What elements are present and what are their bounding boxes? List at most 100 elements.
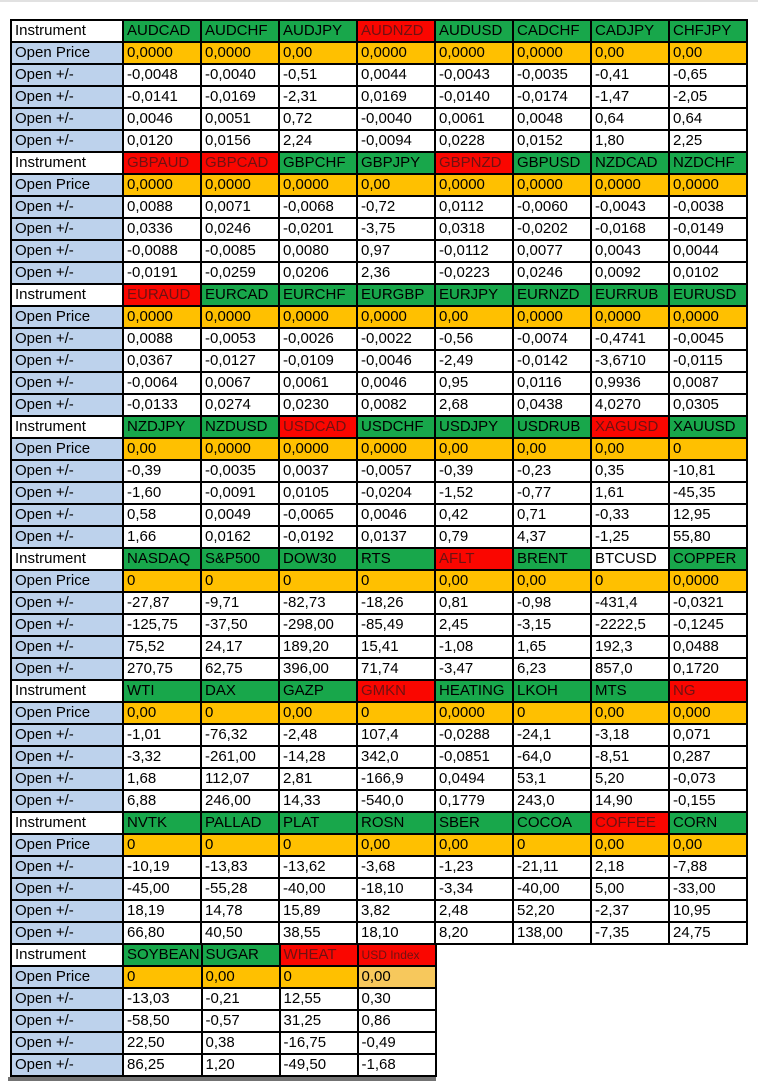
open-change-cell[interactable]: 2,25 — [668, 129, 748, 153]
open-change-cell[interactable]: -64,0 — [512, 745, 592, 769]
open-price-cell[interactable]: 0,00 — [668, 833, 748, 857]
row-label-open-change[interactable]: Open +/- — [10, 921, 124, 945]
open-change-cell[interactable]: -0,0038 — [668, 195, 748, 219]
open-change-cell[interactable]: 0,0043 — [590, 239, 670, 263]
open-change-cell[interactable]: 396,00 — [278, 657, 358, 681]
row-label-open-price[interactable]: Open Price — [10, 569, 124, 593]
open-change-cell[interactable]: 0,0082 — [356, 393, 436, 417]
instrument-header-cell[interactable]: NZDJPY — [122, 415, 202, 439]
open-change-cell[interactable]: 0,0116 — [512, 371, 592, 395]
row-label-open-change[interactable]: Open +/- — [10, 85, 124, 109]
open-price-cell[interactable]: 0,0000 — [200, 305, 280, 329]
open-change-cell[interactable]: -0,51 — [278, 63, 358, 87]
open-change-cell[interactable]: -0,0035 — [512, 63, 592, 87]
instrument-header-cell[interactable]: EURNZD — [512, 283, 592, 307]
open-change-cell[interactable]: -0,57 — [200, 1009, 281, 1033]
open-change-cell[interactable]: -298,00 — [278, 613, 358, 637]
open-change-cell[interactable]: -0,0321 — [668, 591, 748, 615]
open-change-cell[interactable]: -3,75 — [356, 217, 436, 241]
instrument-header-cell[interactable]: NZDUSD — [200, 415, 280, 439]
open-price-cell[interactable]: 0,00 — [122, 701, 202, 725]
open-change-cell[interactable]: -0,0094 — [356, 129, 436, 153]
open-price-cell[interactable]: 0,0000 — [356, 41, 436, 65]
instrument-header-cell[interactable]: CADJPY — [590, 19, 670, 43]
open-change-cell[interactable]: -2,05 — [668, 85, 748, 109]
open-price-cell[interactable]: 0 — [590, 569, 670, 593]
open-change-cell[interactable]: -0,4741 — [590, 327, 670, 351]
open-change-cell[interactable]: -0,0115 — [668, 349, 748, 373]
instrument-header-cell[interactable]: HEATING — [434, 679, 514, 703]
open-change-cell[interactable]: -0,65 — [668, 63, 748, 87]
open-change-cell[interactable]: 6,23 — [512, 657, 592, 681]
open-change-cell[interactable]: 0,0206 — [278, 261, 358, 285]
open-change-cell[interactable]: -540,0 — [356, 789, 436, 813]
open-change-cell[interactable]: 4,0270 — [590, 393, 670, 417]
open-change-cell[interactable]: -18,10 — [356, 877, 436, 901]
open-price-cell[interactable]: 0,00 — [590, 41, 670, 65]
open-change-cell[interactable]: -0,0112 — [434, 239, 514, 263]
open-change-cell[interactable]: -0,0040 — [200, 63, 280, 87]
open-change-cell[interactable]: 0,0048 — [512, 107, 592, 131]
open-change-cell[interactable]: -2,48 — [278, 723, 358, 747]
open-change-cell[interactable]: -9,71 — [200, 591, 280, 615]
instrument-header-cell[interactable]: EURAUD — [122, 283, 202, 307]
row-label-open-change[interactable]: Open +/- — [10, 327, 124, 351]
open-change-cell[interactable]: 2,81 — [278, 767, 358, 791]
open-change-cell[interactable]: -0,0169 — [200, 85, 280, 109]
open-change-cell[interactable]: -0,0140 — [434, 85, 514, 109]
open-change-cell[interactable]: 0,9936 — [590, 371, 670, 395]
row-label-open-change[interactable]: Open +/- — [10, 877, 124, 901]
open-change-cell[interactable]: -55,28 — [200, 877, 280, 901]
open-change-cell[interactable]: -0,0142 — [512, 349, 592, 373]
open-change-cell[interactable]: 62,75 — [200, 657, 280, 681]
open-change-cell[interactable]: -0,0133 — [122, 393, 202, 417]
open-change-cell[interactable]: -2,31 — [278, 85, 358, 109]
instrument-header-cell[interactable]: USDRUB — [512, 415, 592, 439]
row-label-instrument[interactable]: Instrument — [10, 811, 124, 835]
open-change-cell[interactable]: -14,28 — [278, 745, 358, 769]
instrument-header-cell[interactable]: S&P500 — [200, 547, 280, 571]
row-label-open-change[interactable]: Open +/- — [10, 987, 124, 1011]
open-change-cell[interactable]: -40,00 — [278, 877, 358, 901]
open-change-cell[interactable]: -0,0040 — [356, 107, 436, 131]
row-label-open-change[interactable]: Open +/- — [10, 195, 124, 219]
open-change-cell[interactable]: 0,0494 — [434, 767, 514, 791]
open-change-cell[interactable]: -33,00 — [668, 877, 748, 901]
open-change-cell[interactable]: -3,68 — [356, 855, 436, 879]
row-label-open-change[interactable]: Open +/- — [10, 855, 124, 879]
open-change-cell[interactable]: -3,34 — [434, 877, 514, 901]
open-change-cell[interactable]: -58,50 — [122, 1009, 203, 1033]
open-price-cell[interactable]: 0,0000 — [356, 437, 436, 461]
open-change-cell[interactable]: -0,0068 — [278, 195, 358, 219]
open-change-cell[interactable]: -2222,5 — [590, 613, 670, 637]
open-change-cell[interactable]: 0,0044 — [356, 63, 436, 87]
open-change-cell[interactable]: 0,0044 — [668, 239, 748, 263]
open-change-cell[interactable]: 0,1720 — [668, 657, 748, 681]
instrument-header-cell[interactable]: EURCAD — [200, 283, 280, 307]
open-change-cell[interactable]: 24,75 — [668, 921, 748, 945]
open-change-cell[interactable]: 0,0162 — [200, 525, 280, 549]
open-change-cell[interactable]: 0,0274 — [200, 393, 280, 417]
instrument-header-cell[interactable]: EURUSD — [668, 283, 748, 307]
open-change-cell[interactable]: -0,0168 — [590, 217, 670, 241]
open-change-cell[interactable]: 189,20 — [278, 635, 358, 659]
open-price-cell[interactable]: 0,0000 — [278, 173, 358, 197]
open-change-cell[interactable]: -0,0064 — [122, 371, 202, 395]
instrument-header-cell[interactable]: DOW30 — [278, 547, 358, 571]
open-price-cell[interactable]: 0,00 — [278, 41, 358, 65]
open-change-cell[interactable]: -1,68 — [356, 1053, 437, 1077]
open-change-cell[interactable]: -13,62 — [278, 855, 358, 879]
open-price-cell[interactable]: 0,00 — [200, 965, 281, 989]
open-change-cell[interactable]: 0,0137 — [356, 525, 436, 549]
open-change-cell[interactable]: 1,66 — [122, 525, 202, 549]
open-change-cell[interactable]: 0,0051 — [200, 107, 280, 131]
open-change-cell[interactable]: 53,1 — [512, 767, 592, 791]
open-change-cell[interactable]: -0,0259 — [200, 261, 280, 285]
open-change-cell[interactable]: 0,86 — [356, 1009, 437, 1033]
row-label-open-change[interactable]: Open +/- — [10, 1009, 124, 1033]
open-price-cell[interactable]: 0,0000 — [512, 305, 592, 329]
row-label-open-price[interactable]: Open Price — [10, 305, 124, 329]
instrument-header-cell[interactable]: GBPJPY — [356, 151, 436, 175]
open-change-cell[interactable]: -24,1 — [512, 723, 592, 747]
instrument-header-cell[interactable]: GMKN — [356, 679, 436, 703]
